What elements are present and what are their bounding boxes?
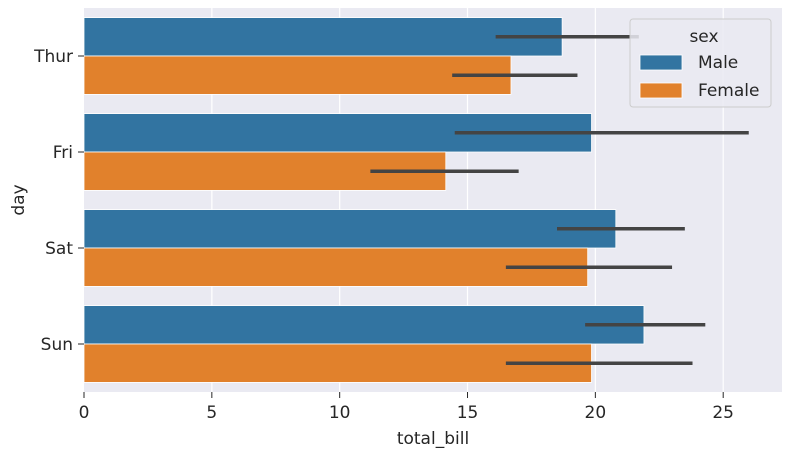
legend-swatch-female xyxy=(639,82,683,99)
legend: sex Male Female xyxy=(629,18,772,108)
x-tick-label-20: 20 xyxy=(585,403,607,423)
bar-male-sat xyxy=(83,209,617,249)
y-tick-labels: Thur Fri Sat Sun xyxy=(33,47,84,355)
bar-female-thur xyxy=(83,55,512,95)
x-tick-label-25: 25 xyxy=(712,403,734,423)
y-tick-label-sun: Sun xyxy=(41,335,73,355)
x-tick-label-0: 0 xyxy=(79,403,90,423)
legend-title: sex xyxy=(689,27,718,47)
y-tick-label-thur: Thur xyxy=(33,47,73,67)
x-tick-label-10: 10 xyxy=(329,403,351,423)
legend-label-male: Male xyxy=(698,53,738,73)
y-axis-label: day xyxy=(9,184,29,215)
x-axis-label: total_bill xyxy=(397,429,469,449)
x-tick-label-15: 15 xyxy=(457,403,479,423)
legend-label-female: Female xyxy=(698,81,759,101)
y-tick-label-fri: Fri xyxy=(53,143,73,163)
x-tick-label-5: 5 xyxy=(206,403,217,423)
x-tick-labels: 0 5 10 15 20 25 xyxy=(79,392,734,423)
bar-female-sat xyxy=(83,247,589,287)
error-bars xyxy=(370,35,749,365)
legend-swatch-male xyxy=(639,54,683,71)
y-tick-label-sat: Sat xyxy=(45,239,73,259)
bar-male-sun xyxy=(83,305,645,345)
bar-male-thur xyxy=(83,17,563,57)
